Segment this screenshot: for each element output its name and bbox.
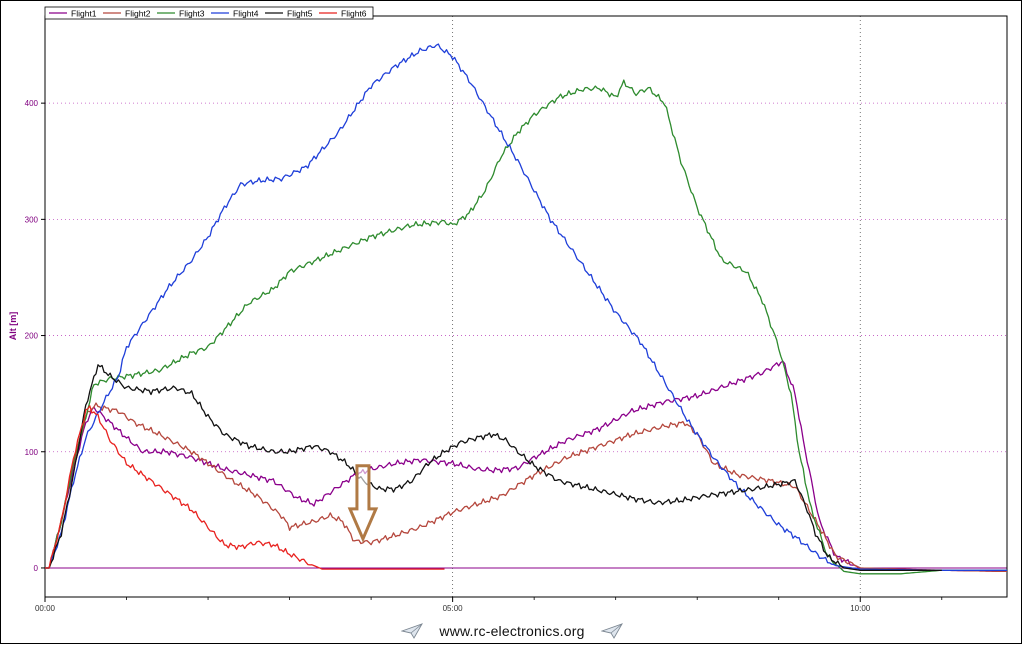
x-tick-label: 00:00 xyxy=(35,604,56,613)
series-lines xyxy=(45,43,1007,575)
y-tick-label: 200 xyxy=(25,332,39,341)
plot-border xyxy=(44,15,1008,598)
series-line-flight4 xyxy=(45,43,1007,571)
legend-label: Flight6 xyxy=(341,9,367,19)
paper-plane-icon xyxy=(401,623,424,639)
series-line-flight3 xyxy=(45,79,1007,575)
arrow-annotation xyxy=(347,464,379,543)
x-tick-label: 10:00 xyxy=(850,604,871,613)
legend-label: Flight4 xyxy=(233,9,259,19)
series-line-flight1 xyxy=(45,360,1007,573)
y-tick-label: 100 xyxy=(25,448,39,457)
legend-label: Flight3 xyxy=(179,9,205,19)
legend-label: Flight2 xyxy=(125,9,151,19)
y-tick-label: 300 xyxy=(25,215,39,224)
series-line-flight2 xyxy=(45,402,1007,573)
series-line-flight6 xyxy=(45,405,445,570)
legend-label: Flight5 xyxy=(287,9,313,19)
y-axis-label: Alt [m] xyxy=(8,312,18,341)
paper-plane-icon xyxy=(600,623,623,639)
down-arrow xyxy=(347,464,379,543)
legend: Flight1 Flight2 Flight3 Flight4 Flight5 Fligh… xyxy=(44,6,374,20)
footer-text[interactable]: www.rc-electronics.org xyxy=(439,623,585,639)
axes: 0 100 200 300 400 00:00 05:00 10:00 xyxy=(25,15,1008,613)
y-tick-label: 0 xyxy=(34,564,39,573)
legend-label: Flight1 xyxy=(71,9,97,19)
series-line-flight5 xyxy=(45,364,942,571)
x-tick-label: 05:00 xyxy=(443,604,464,613)
footer: www.rc-electronics.org xyxy=(1,618,1023,644)
legend-box xyxy=(44,6,374,20)
y-tick-label: 400 xyxy=(25,99,39,108)
